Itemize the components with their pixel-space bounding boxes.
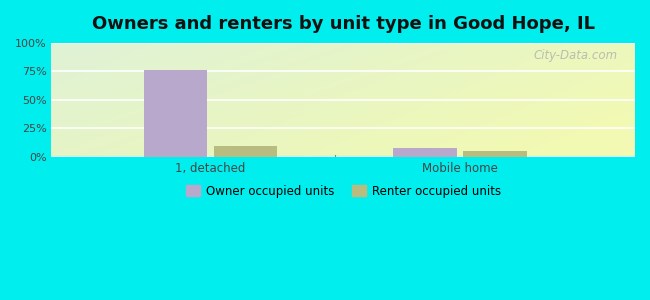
Legend: Owner occupied units, Renter occupied units: Owner occupied units, Renter occupied un… xyxy=(181,180,506,203)
Bar xyxy=(214,146,278,157)
Bar xyxy=(463,151,526,157)
Bar xyxy=(144,70,207,157)
Bar xyxy=(393,148,457,157)
Text: City-Data.com: City-Data.com xyxy=(534,49,618,62)
Title: Owners and renters by unit type in Good Hope, IL: Owners and renters by unit type in Good … xyxy=(92,15,595,33)
